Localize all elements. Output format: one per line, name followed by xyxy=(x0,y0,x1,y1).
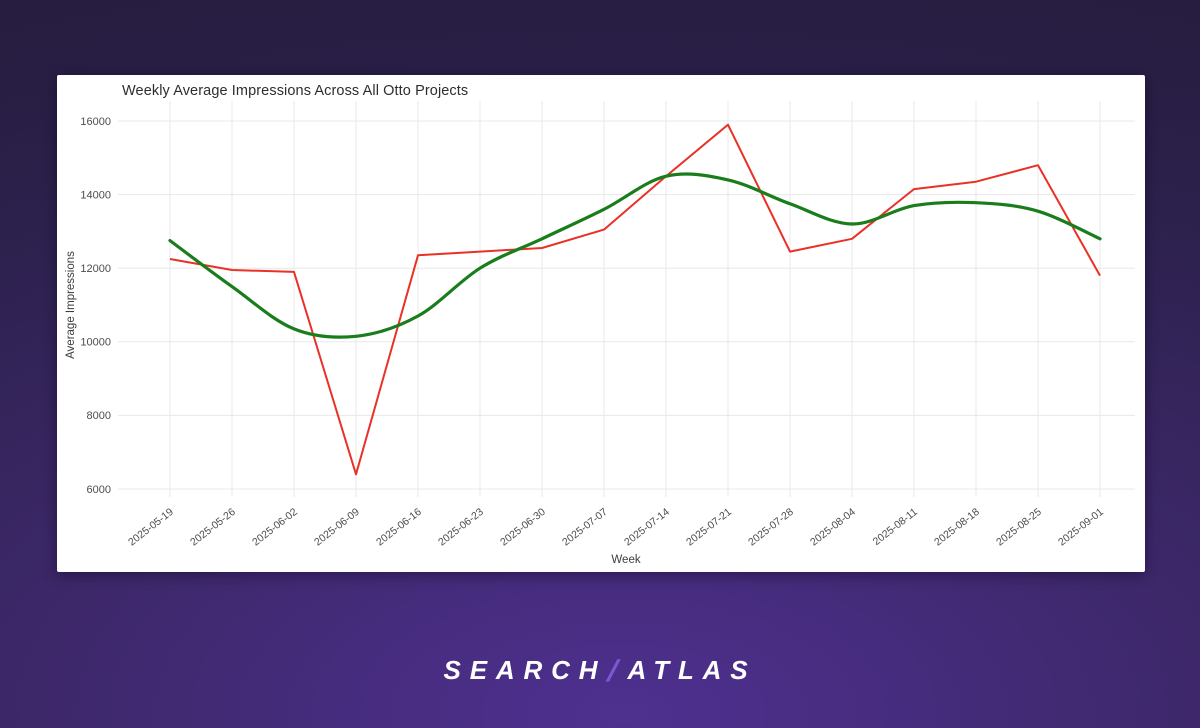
x-tick-label: 2025-08-18 xyxy=(932,506,982,549)
x-tick-label: 2025-06-09 xyxy=(312,506,362,549)
x-tick-label: 2025-09-01 xyxy=(1056,506,1106,549)
x-axis-title: Week xyxy=(611,554,641,566)
y-tick-label: 10000 xyxy=(80,337,111,349)
x-tick-label: 2025-08-04 xyxy=(808,506,858,549)
x-tick-label: 2025-06-02 xyxy=(250,506,300,549)
x-tick-label: 2025-06-23 xyxy=(436,506,486,549)
logo-atlas-text: ATLAS xyxy=(627,655,757,685)
weekly-series-line xyxy=(169,123,1101,476)
trend-series-line xyxy=(168,172,1102,339)
y-tick-label: 8000 xyxy=(87,410,111,422)
x-tick-label: 2025-07-21 xyxy=(684,506,734,549)
chart-card: Weekly Average Impressions Across All Ot… xyxy=(57,75,1145,572)
x-tick-label: 2025-05-19 xyxy=(126,506,176,549)
x-tick-label: 2025-06-16 xyxy=(374,506,424,549)
x-tick-label: 2025-08-25 xyxy=(994,506,1044,549)
x-tick-label: 2025-07-28 xyxy=(746,506,796,549)
searchatlas-logo: SEARCH/ATLAS xyxy=(0,653,1200,689)
x-tick-label: 2025-07-14 xyxy=(622,506,672,549)
y-tick-label: 14000 xyxy=(80,189,111,201)
y-tick-label: 12000 xyxy=(80,263,111,275)
logo-slash-icon: / xyxy=(606,655,628,688)
impressions-line-chart: 6000 8000 10000 12000 14000 16000 2025-05-19 20… xyxy=(80,101,1135,549)
x-tick-label: 2025-05-26 xyxy=(188,506,238,549)
y-tick-label: 6000 xyxy=(87,484,111,496)
y-tick-label: 16000 xyxy=(80,116,111,128)
x-tick-label: 2025-06-30 xyxy=(498,506,548,549)
logo-search-text: SEARCH xyxy=(443,655,607,685)
x-tick-label: 2025-07-07 xyxy=(560,506,610,549)
x-tick-label: 2025-08-11 xyxy=(871,506,920,548)
chart-title: Weekly Average Impressions Across All Ot… xyxy=(122,83,469,99)
